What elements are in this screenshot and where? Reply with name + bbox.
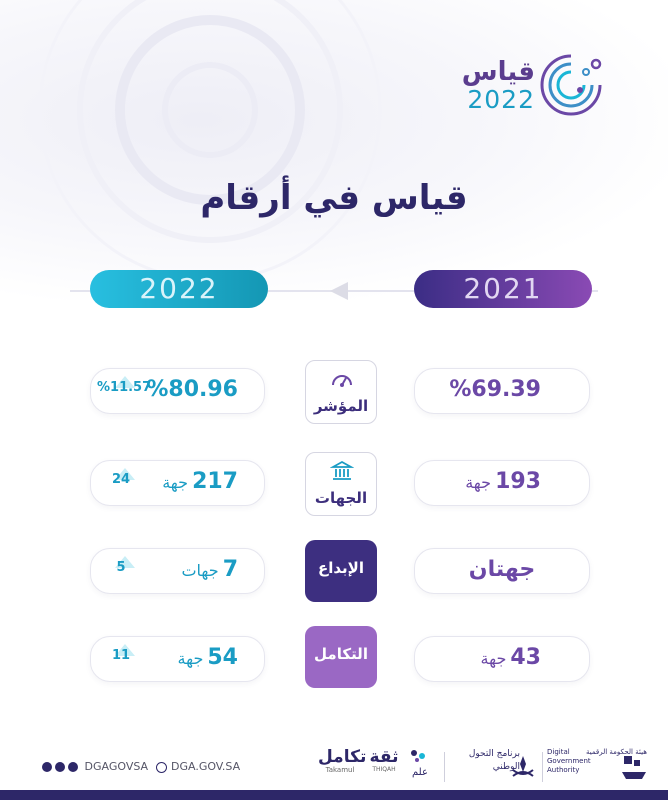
- takamul-en: Takamul: [325, 766, 355, 774]
- page-title: قياس في أرقام: [200, 178, 468, 218]
- previous-unit: جهة: [465, 473, 492, 492]
- takamul-ar: تكامل: [318, 747, 367, 767]
- delta-badge: 11: [97, 644, 145, 663]
- current-value-card: 7جهات 5: [90, 548, 265, 594]
- current-value-card: 217جهة 24: [90, 460, 265, 506]
- partner-divider: [542, 752, 543, 782]
- thiqah-ar: ثقة: [369, 747, 399, 767]
- dga-emblem-icon: [622, 756, 646, 779]
- background-arcs: [38, 0, 382, 282]
- vision-program-logo: برنامج التحول الوطني: [450, 748, 520, 774]
- arrow-left-icon: [330, 282, 348, 300]
- up-arrow-icon: [115, 376, 135, 388]
- dga-en3: Authority: [547, 766, 580, 774]
- partner-divider: [444, 752, 445, 782]
- up-arrow-icon: [115, 468, 135, 480]
- previous-value-card: %69.39: [414, 368, 590, 414]
- previous-unit: جهة: [480, 649, 507, 668]
- metric-label: المؤشر: [313, 397, 369, 415]
- dga-en2: Government: [547, 757, 591, 765]
- twitter-icon[interactable]: [42, 762, 52, 772]
- brand-name: قياس: [461, 57, 535, 87]
- emblem-icon: [512, 756, 534, 777]
- delta-badge: 5: [97, 556, 145, 575]
- current-value: 217: [192, 469, 238, 494]
- metric-label-box: الإبداع: [305, 540, 377, 602]
- dga-logo: Digital Government Authority: [547, 748, 599, 775]
- delta-value: %11.57: [97, 380, 152, 395]
- globe-icon: [156, 761, 167, 773]
- current-value: 54: [207, 645, 238, 670]
- elm-dots-icon: [411, 750, 425, 762]
- social-links[interactable]: DGAGOVSA: [42, 760, 148, 773]
- elm-logo: علم: [405, 748, 435, 778]
- previous-value-group: 43جهة: [481, 645, 541, 670]
- current-value-card: %80.96 %11.57: [90, 368, 265, 414]
- footer-bar: [0, 790, 668, 800]
- dga-en1: Digital: [547, 748, 570, 756]
- up-arrow-icon: [115, 556, 135, 568]
- previous-value-group: 193جهة: [465, 469, 541, 494]
- metric-label-box: الجهات: [305, 452, 377, 516]
- website-link[interactable]: DGA.GOV.SA: [156, 760, 240, 773]
- takamul-logo: تكامل Takamul: [318, 747, 367, 774]
- elm-ar: علم: [412, 767, 428, 778]
- website-url: DGA.GOV.SA: [171, 760, 241, 773]
- youtube-icon[interactable]: [55, 762, 65, 772]
- current-value: %80.96: [146, 377, 238, 402]
- thiqah-logo: ثقة THIQAH: [368, 748, 400, 773]
- delta-value: 11: [111, 648, 131, 663]
- year-pill-previous: 2021: [414, 270, 592, 308]
- year-pill-current: 2022: [90, 270, 268, 308]
- dga-ar: هيئة الحكومة الرقمية: [586, 748, 647, 756]
- current-value-group: 54جهة: [178, 645, 238, 670]
- previous-value-card: 193جهة: [414, 460, 590, 506]
- qiyas-logo-icon: [540, 54, 602, 116]
- previous-value-card: جهتان: [414, 548, 590, 594]
- current-unit: جهات: [181, 561, 219, 580]
- brand-year: 2022: [467, 85, 535, 114]
- delta-badge: %11.57: [97, 376, 151, 395]
- metric-label-box: التكامل: [305, 626, 377, 688]
- current-unit: جهة: [177, 649, 204, 668]
- previous-value: 193: [495, 469, 541, 494]
- previous-value: %69.39: [449, 377, 541, 402]
- current-value-group: 217جهة: [162, 469, 238, 494]
- current-value-card: 54جهة 11: [90, 636, 265, 682]
- previous-value-card: 43جهة: [414, 636, 590, 682]
- metric-label: الجهات: [314, 489, 368, 507]
- current-value: 7: [222, 557, 238, 582]
- delta-value: 5: [116, 560, 126, 575]
- delta-badge: 24: [97, 468, 145, 487]
- social-handle: DGAGOVSA: [84, 760, 149, 773]
- building-icon: [330, 460, 354, 480]
- thiqah-en: THIQAH: [372, 766, 396, 773]
- program-ar: برنامج التحول: [468, 749, 520, 759]
- gauge-icon: [332, 375, 352, 387]
- brand-wordmark: قياس 2022: [445, 58, 535, 114]
- current-unit: جهة: [162, 473, 189, 492]
- delta-value: 24: [111, 472, 131, 487]
- up-arrow-icon: [115, 644, 135, 656]
- previous-value: 43: [510, 645, 541, 670]
- metric-label-box: المؤشر: [305, 360, 377, 424]
- linkedin-icon[interactable]: [68, 762, 78, 772]
- current-value-group: 7جهات: [181, 557, 238, 582]
- previous-value: جهتان: [468, 557, 536, 582]
- program-ar2: الوطني: [492, 762, 520, 772]
